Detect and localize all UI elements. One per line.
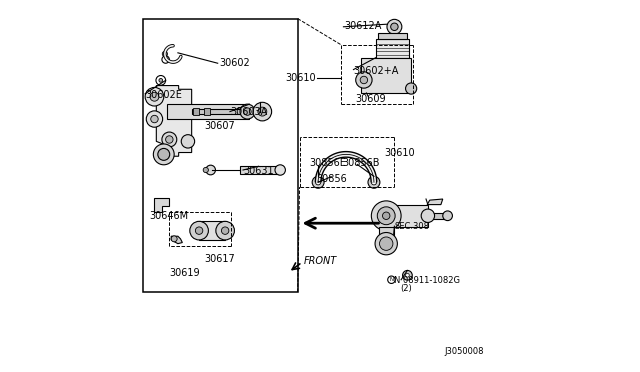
Text: FRONT: FRONT — [304, 256, 337, 266]
Text: 30602+A: 30602+A — [353, 66, 399, 76]
Polygon shape — [376, 39, 410, 58]
Polygon shape — [168, 104, 250, 119]
Polygon shape — [156, 86, 191, 156]
Text: 30603A: 30603A — [231, 107, 268, 116]
Bar — [204, 108, 209, 115]
Circle shape — [406, 273, 410, 277]
Circle shape — [145, 87, 164, 106]
Polygon shape — [387, 205, 428, 227]
Text: 30619: 30619 — [170, 269, 200, 278]
Polygon shape — [361, 58, 411, 93]
Circle shape — [190, 221, 209, 240]
Circle shape — [158, 148, 170, 160]
Text: 30631: 30631 — [244, 166, 275, 176]
Polygon shape — [379, 227, 394, 242]
Circle shape — [216, 221, 234, 240]
Circle shape — [360, 76, 367, 84]
Circle shape — [316, 180, 321, 185]
Circle shape — [371, 180, 376, 185]
Circle shape — [166, 136, 173, 143]
Text: N: N — [389, 277, 394, 282]
Circle shape — [203, 167, 209, 173]
Circle shape — [154, 144, 174, 165]
Circle shape — [240, 104, 255, 119]
Text: 30610: 30610 — [384, 148, 415, 157]
Circle shape — [147, 111, 163, 127]
Circle shape — [421, 209, 435, 222]
Bar — [143, 19, 298, 292]
Text: 30856: 30856 — [316, 174, 347, 183]
Circle shape — [380, 237, 393, 250]
Circle shape — [206, 165, 216, 175]
Circle shape — [387, 19, 402, 34]
Text: J3050008: J3050008 — [445, 347, 484, 356]
Circle shape — [375, 232, 397, 255]
Text: 30646M: 30646M — [150, 211, 189, 221]
Circle shape — [356, 72, 372, 88]
Text: 30602E: 30602E — [145, 90, 182, 100]
Circle shape — [181, 135, 195, 148]
Circle shape — [253, 102, 271, 121]
Text: 30856E: 30856E — [309, 158, 346, 168]
Polygon shape — [154, 198, 170, 212]
Polygon shape — [240, 166, 279, 174]
Circle shape — [403, 270, 412, 280]
Text: SEC.308: SEC.308 — [394, 222, 429, 231]
Circle shape — [406, 83, 417, 94]
Polygon shape — [191, 109, 250, 114]
Circle shape — [275, 165, 285, 175]
Circle shape — [383, 212, 390, 219]
Circle shape — [163, 51, 168, 57]
Text: 30609: 30609 — [355, 94, 386, 103]
Circle shape — [371, 201, 401, 231]
Text: N 08911-1082G: N 08911-1082G — [394, 276, 460, 285]
Circle shape — [162, 132, 177, 147]
Circle shape — [244, 108, 251, 115]
Circle shape — [368, 176, 380, 188]
Text: 30607: 30607 — [205, 122, 236, 131]
Bar — [193, 108, 200, 115]
Text: 30617: 30617 — [205, 254, 236, 263]
Polygon shape — [378, 33, 408, 39]
Circle shape — [159, 78, 163, 82]
Polygon shape — [427, 199, 443, 205]
Circle shape — [312, 176, 324, 188]
Circle shape — [258, 107, 267, 116]
Circle shape — [443, 211, 452, 221]
Text: 30612A: 30612A — [344, 21, 381, 31]
Circle shape — [378, 207, 395, 225]
Polygon shape — [199, 221, 225, 240]
Circle shape — [172, 236, 177, 242]
Polygon shape — [428, 213, 447, 219]
Circle shape — [195, 227, 203, 234]
Circle shape — [221, 227, 229, 234]
Circle shape — [150, 92, 159, 101]
Text: 30856B: 30856B — [342, 158, 380, 168]
Text: 30602: 30602 — [220, 58, 250, 68]
Circle shape — [151, 115, 158, 123]
Text: 30610: 30610 — [285, 73, 316, 83]
Circle shape — [390, 23, 398, 31]
Text: (2): (2) — [400, 284, 412, 293]
Polygon shape — [172, 236, 182, 244]
